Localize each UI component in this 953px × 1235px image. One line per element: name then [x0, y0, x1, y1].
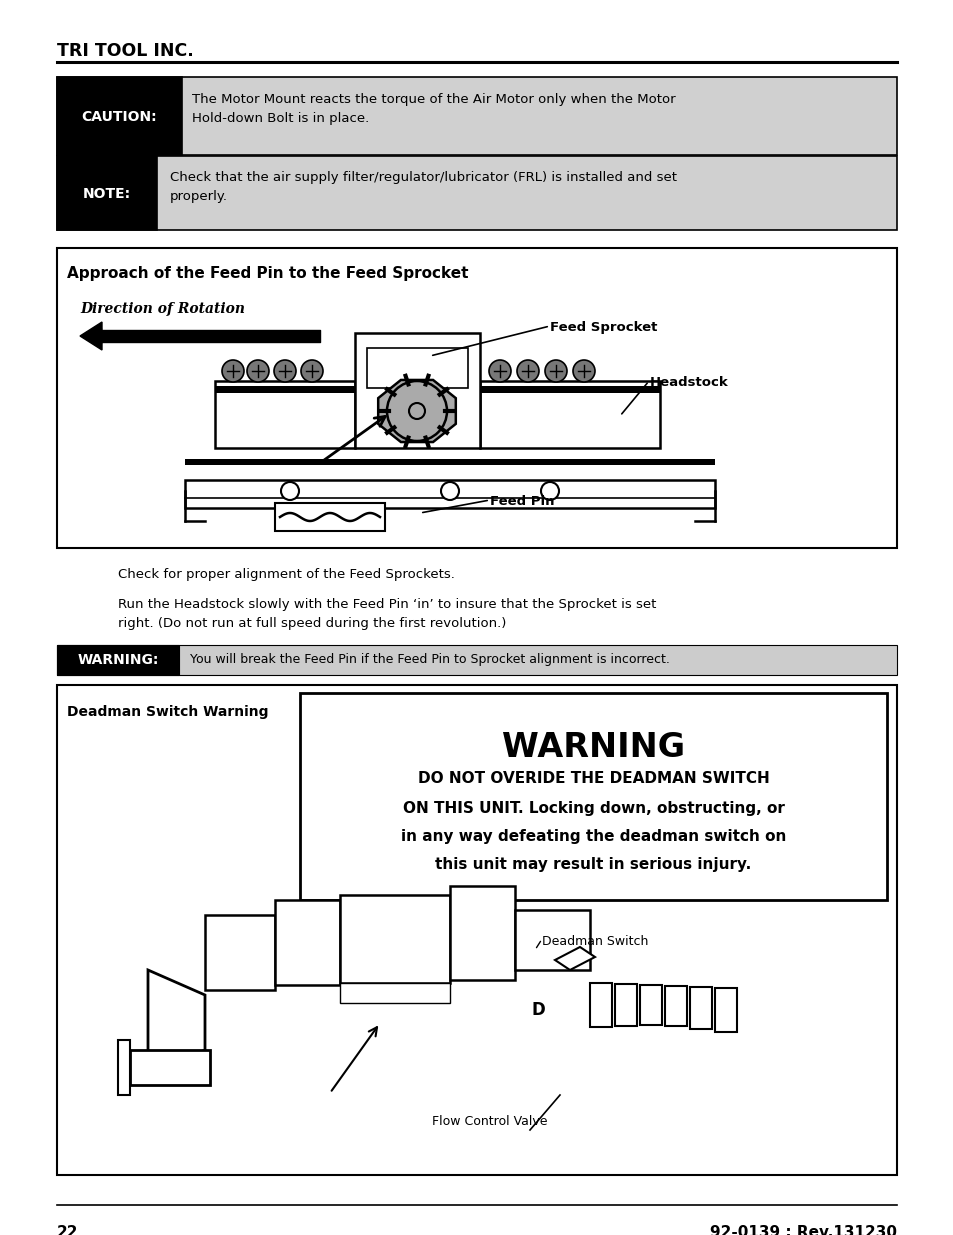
Bar	[57, 77, 896, 156]
Bar	[664, 986, 686, 1026]
Text: Check for proper alignment of the Feed Sprockets.: Check for proper alignment of the Feed S…	[118, 568, 455, 580]
Bar	[479, 382, 659, 448]
Text: Flow Control Valve: Flow Control Valve	[432, 1115, 547, 1128]
Text: WARNING: WARNING	[501, 731, 684, 764]
Text: TRI TOOL INC.: TRI TOOL INC.	[57, 42, 193, 61]
Text: Check that the air supply filter/regulator/lubricator (FRL) is installed and set: Check that the air supply filter/regulat…	[170, 170, 677, 184]
Circle shape	[517, 359, 538, 382]
Text: right. (Do not run at full speed during the first revolution.): right. (Do not run at full speed during …	[118, 618, 506, 630]
Text: Deadman Switch Warning: Deadman Switch Warning	[67, 705, 268, 719]
Polygon shape	[555, 947, 595, 969]
Bar	[355, 333, 479, 448]
Text: Direction of Rotation: Direction of Rotation	[80, 303, 245, 316]
Text: Approach of the Feed Pin to the Feed Sprocket: Approach of the Feed Pin to the Feed Spr…	[67, 266, 468, 282]
Bar	[339, 895, 450, 983]
Bar	[367, 348, 468, 388]
Circle shape	[573, 359, 595, 382]
Bar	[339, 983, 450, 1003]
Circle shape	[247, 359, 269, 382]
Bar	[689, 987, 711, 1029]
Text: WARNING:: WARNING:	[77, 653, 158, 667]
Bar	[205, 915, 274, 990]
Bar	[615, 984, 637, 1026]
Text: in any way defeating the deadman switch on: in any way defeating the deadman switch …	[400, 829, 785, 844]
Circle shape	[540, 482, 558, 500]
Text: 22: 22	[57, 1225, 78, 1235]
Bar	[57, 645, 896, 676]
Text: DO NOT OVERIDE THE DEADMAN SWITCH: DO NOT OVERIDE THE DEADMAN SWITCH	[417, 771, 768, 785]
Polygon shape	[148, 969, 205, 1074]
Text: The Motor Mount reacts the torque of the Air Motor only when the Motor: The Motor Mount reacts the torque of the…	[192, 93, 675, 106]
Text: 92-0139 : Rev.131230: 92-0139 : Rev.131230	[709, 1225, 896, 1235]
Bar	[450, 885, 515, 981]
Bar	[130, 1050, 210, 1086]
Bar	[479, 387, 659, 393]
Text: Deadman Switch: Deadman Switch	[541, 935, 648, 948]
Bar	[185, 480, 714, 508]
Bar	[639, 986, 661, 1025]
Text: properly.: properly.	[170, 190, 228, 203]
Text: NOTE:: NOTE:	[83, 186, 131, 201]
Bar	[57, 685, 896, 1174]
Text: Feed Pin: Feed Pin	[490, 495, 554, 508]
Bar	[57, 248, 896, 548]
Circle shape	[489, 359, 511, 382]
Polygon shape	[377, 380, 456, 442]
Text: Run the Headstock slowly with the Feed Pin ‘in’ to insure that the Sprocket is s: Run the Headstock slowly with the Feed P…	[118, 598, 656, 611]
Text: Feed Sprocket: Feed Sprocket	[550, 321, 657, 333]
Circle shape	[274, 359, 295, 382]
Text: D: D	[531, 1002, 544, 1019]
Bar	[274, 900, 339, 986]
Bar	[57, 156, 157, 230]
Bar	[589, 983, 612, 1028]
Bar	[299, 693, 886, 900]
Bar	[57, 156, 896, 230]
Bar	[274, 503, 385, 531]
Bar	[214, 387, 355, 393]
Bar	[515, 910, 589, 969]
Bar	[185, 459, 714, 466]
Circle shape	[301, 359, 323, 382]
Bar	[118, 1040, 130, 1095]
Circle shape	[222, 359, 244, 382]
Text: You will break the Feed Pin if the Feed Pin to Sprocket alignment is incorrect.: You will break the Feed Pin if the Feed …	[190, 653, 669, 667]
Circle shape	[440, 482, 458, 500]
Polygon shape	[80, 322, 102, 350]
Text: Hold-down Bolt is in place.: Hold-down Bolt is in place.	[192, 112, 369, 125]
Text: this unit may result in serious injury.: this unit may result in serious injury.	[435, 857, 751, 872]
Text: Headstock: Headstock	[649, 375, 728, 389]
Bar	[57, 645, 179, 676]
Bar	[214, 382, 355, 448]
Text: ON THIS UNIT. Locking down, obstructing, or: ON THIS UNIT. Locking down, obstructing,…	[402, 802, 783, 816]
Circle shape	[281, 482, 298, 500]
Text: CAUTION:: CAUTION:	[81, 110, 156, 124]
Bar	[57, 77, 182, 156]
Circle shape	[544, 359, 566, 382]
Bar	[714, 988, 737, 1032]
